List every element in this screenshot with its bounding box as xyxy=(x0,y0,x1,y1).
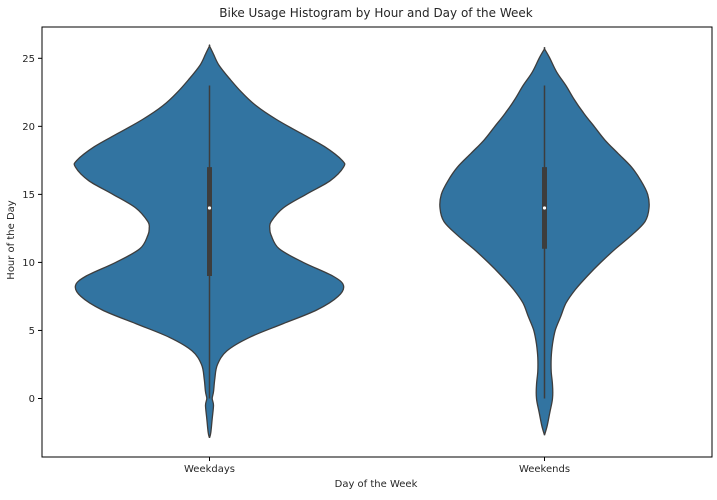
y-tick-label: 25 xyxy=(22,54,35,65)
y-tick-label: 5 xyxy=(29,326,35,337)
plot-frame xyxy=(41,26,713,458)
median-marker xyxy=(542,206,547,210)
median-marker xyxy=(207,206,212,210)
axes: 0 5 10 15 20 25 Weekdays Weekends xyxy=(22,26,713,475)
x-tick-label: Weekdays xyxy=(184,464,235,475)
x-tick-label: Weekends xyxy=(519,464,570,475)
violin-weekends xyxy=(439,46,650,436)
y-tick-label: 10 xyxy=(22,258,35,269)
x-axis-label: Day of the Week xyxy=(335,479,418,490)
violin-weekdays xyxy=(73,44,346,439)
y-tick-label: 15 xyxy=(22,190,35,201)
y-axis-label: Hour of the Day xyxy=(6,200,17,280)
y-tick-label: 20 xyxy=(22,122,35,133)
violins xyxy=(73,44,650,439)
chart-title: Bike Usage Histogram by Hour and Day of … xyxy=(219,6,533,20)
y-tick-label: 0 xyxy=(29,394,35,405)
